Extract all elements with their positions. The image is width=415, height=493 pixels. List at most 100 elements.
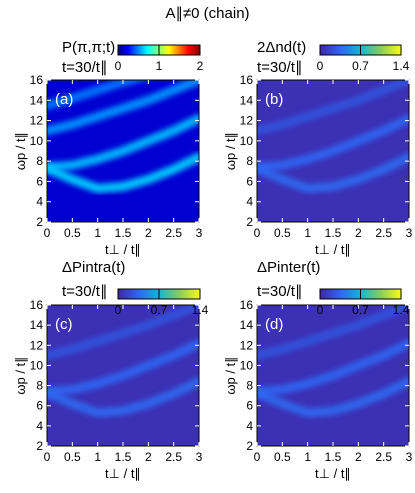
colorbar-tick-label: 0 (115, 303, 122, 317)
x-tick-label: 1 (304, 226, 311, 240)
x-tick-label: 0 (44, 450, 51, 464)
x-tick-label: 2.5 (165, 226, 182, 240)
y-tick-label: 2 (36, 439, 43, 453)
y-tick-label: 12 (240, 338, 254, 352)
x-axis-label: t⊥ / t∥ (315, 466, 351, 481)
panel-time-label: t=30/t∥ (257, 59, 302, 76)
y-tick-label: 10 (30, 358, 44, 372)
panel-title: ΔPintra(t) (62, 259, 125, 276)
x-axis-label: t⊥ / t∥ (315, 242, 351, 257)
y-tick-label: 2 (246, 215, 253, 229)
panel-label: (c) (55, 316, 73, 333)
heatmap-band (257, 377, 409, 418)
y-tick-label: 10 (240, 358, 254, 372)
y-tick-label: 14 (240, 93, 254, 107)
y-tick-label: 4 (246, 195, 253, 209)
heatmap-band (47, 80, 199, 136)
x-tick-label: 0.5 (274, 450, 291, 464)
y-axis-label: ωp / t∥ (223, 356, 238, 394)
heatmap-panel-2: 0 0.5 1 1.5 2 2.5 3 2 4 6 8 10 12 14 16 t⊥ / t∥ ωp / t∥ (… (223, 39, 413, 257)
panel-title: 2Δnd(t) (257, 39, 306, 56)
y-tick-label: 8 (36, 154, 43, 168)
y-tick-label: 10 (240, 134, 254, 148)
x-tick-label: 1 (94, 226, 101, 240)
colorbar-tick-label: 1.4 (393, 303, 410, 317)
x-tick-label: 1 (304, 450, 311, 464)
heatmap-band (47, 305, 199, 360)
y-tick-label: 12 (30, 338, 44, 352)
y-tick-label: 16 (240, 73, 254, 87)
y-axis-label: ωp / t∥ (223, 132, 238, 170)
x-tick-label: 2.5 (375, 450, 392, 464)
y-tick-label: 2 (36, 215, 43, 229)
y-tick-label: 10 (30, 134, 44, 148)
y-tick-label: 14 (30, 318, 44, 332)
colorbar-tick-label: 0 (317, 59, 324, 73)
heatmap-bands (47, 80, 199, 194)
figure-title: A∥≠0 (chain) (165, 5, 250, 22)
heatmap-bands (257, 305, 409, 418)
colorbar-tick-label: 1.4 (192, 303, 209, 317)
colorbar-tick-label: 0.7 (352, 59, 369, 73)
heatmap-band (257, 305, 409, 360)
panel-label: (a) (55, 91, 73, 108)
x-tick-label: 1.5 (115, 226, 132, 240)
y-tick-label: 8 (246, 379, 253, 393)
x-tick-label: 2 (145, 226, 152, 240)
x-axis-label: t⊥ / t∥ (105, 466, 141, 481)
colorbar-tick-label: 1.4 (393, 59, 410, 73)
panel-label: (d) (265, 316, 283, 333)
x-tick-label: 3 (406, 226, 413, 240)
y-tick-label: 14 (30, 93, 44, 107)
colorbar-tick-label: 1 (156, 59, 163, 73)
x-tick-label: 3 (406, 450, 413, 464)
colorbar-tick-label: 0 (317, 303, 324, 317)
x-tick-label: 2 (145, 450, 152, 464)
x-tick-label: 0.5 (64, 226, 81, 240)
heatmap-panel-3: 0 0.5 1 1.5 2 2.5 3 2 4 6 8 10 12 14 16 t⊥ / t∥ ωp / t∥ (… (13, 259, 209, 481)
y-tick-label: 4 (246, 419, 253, 433)
heatmap-band (47, 377, 199, 418)
colorbar-tick-label: 2 (197, 59, 204, 73)
colorbar-tick-label: 0 (115, 59, 122, 73)
x-tick-label: 2.5 (375, 226, 392, 240)
colorbar-tick-label: 0.7 (151, 303, 168, 317)
panel-time-label: t=30/t∥ (62, 59, 107, 76)
x-tick-label: 0.5 (274, 226, 291, 240)
y-tick-label: 6 (246, 399, 253, 413)
x-tick-label: 0 (44, 226, 51, 240)
x-tick-label: 1.5 (115, 450, 132, 464)
x-tick-label: 0.5 (64, 450, 81, 464)
colorbar-tick-label: 0.7 (352, 303, 369, 317)
x-tick-label: 1.5 (325, 226, 342, 240)
panel-time-label: t=30/t∥ (62, 283, 107, 300)
y-axis-label: ωp / t∥ (13, 356, 28, 394)
x-tick-label: 1.5 (325, 450, 342, 464)
panel-title: P(π,π;t) (62, 39, 115, 56)
heatmap-panel-4: 0 0.5 1 1.5 2 2.5 3 2 4 6 8 10 12 14 16 t⊥ / t∥ ωp / t∥ (… (223, 259, 413, 481)
y-tick-label: 4 (36, 195, 43, 209)
y-tick-label: 6 (36, 174, 43, 188)
y-tick-label: 16 (30, 73, 44, 87)
x-tick-label: 0 (254, 450, 261, 464)
panel-label: (b) (265, 91, 283, 108)
y-tick-label: 2 (246, 439, 253, 453)
heatmap-band (257, 152, 409, 194)
x-tick-label: 2 (355, 450, 362, 464)
y-tick-label: 6 (36, 399, 43, 413)
x-axis-label: t⊥ / t∥ (105, 242, 141, 257)
y-tick-label: 8 (36, 379, 43, 393)
y-tick-label: 16 (240, 298, 254, 312)
y-tick-label: 4 (36, 419, 43, 433)
y-tick-label: 8 (246, 154, 253, 168)
y-tick-label: 14 (240, 318, 254, 332)
x-tick-label: 3 (196, 226, 203, 240)
y-tick-label: 12 (240, 114, 254, 128)
heatmap-bands (47, 305, 199, 418)
panel-title: ΔPinter(t) (257, 259, 320, 276)
heatmap-band (257, 80, 409, 136)
y-tick-label: 16 (30, 298, 44, 312)
heatmap-bands (257, 80, 409, 194)
